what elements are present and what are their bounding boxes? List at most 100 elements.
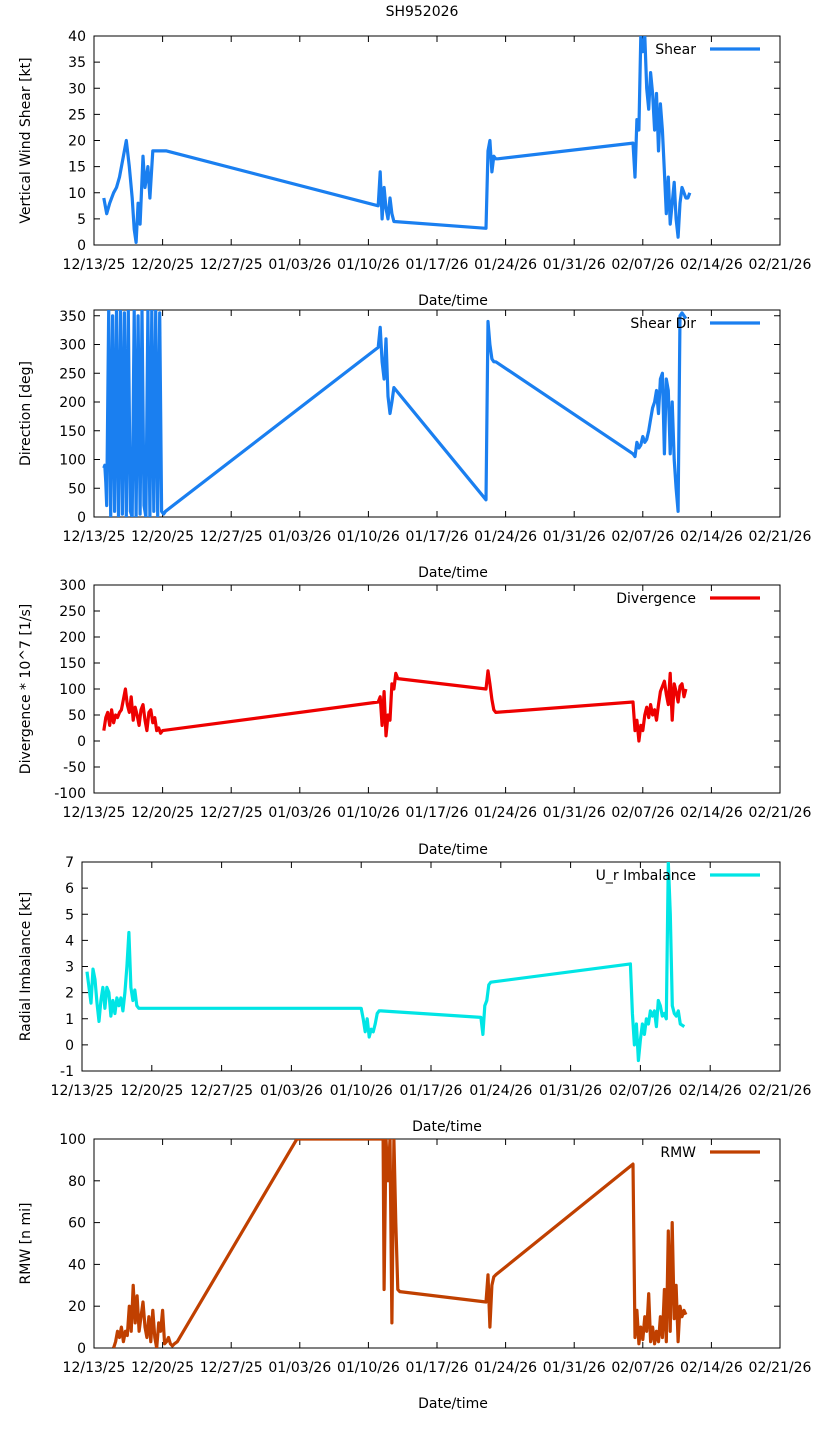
y-tick-label: 100 (59, 1132, 86, 1148)
x-tick-label: 12/20/25 (120, 1083, 183, 1099)
series-line-imbalance (85, 862, 686, 1063)
y-tick-label: 4 (65, 933, 74, 949)
y-tick-label: 40 (68, 29, 86, 45)
x-tick-label: 01/17/26 (406, 1360, 469, 1376)
x-tick-label: 02/21/26 (749, 529, 812, 545)
x-tick-label: 02/21/26 (749, 257, 812, 273)
x-axis-label: Date/time (418, 1396, 488, 1412)
y-tick-label: 0 (77, 734, 86, 750)
y-tick-label: -50 (63, 760, 86, 776)
x-tick-label: 01/10/26 (337, 805, 400, 821)
y-tick-label: 200 (59, 395, 86, 411)
x-tick-label: 01/31/26 (543, 805, 606, 821)
y-tick-label: 60 (68, 1216, 86, 1232)
x-tick-label: 12/27/25 (200, 257, 263, 273)
y-tick-label: 1 (65, 1012, 74, 1028)
x-tick-label: 01/31/26 (543, 257, 606, 273)
x-tick-label: 12/20/25 (131, 529, 194, 545)
y-tick-label: 150 (59, 656, 86, 672)
y-tick-label: 0 (65, 1038, 74, 1054)
y-axis-label: Radial Imbalance [kt] (18, 892, 34, 1042)
x-tick-label: 02/14/26 (680, 1360, 743, 1376)
y-tick-label: -100 (54, 786, 86, 802)
x-tick-label: 01/24/26 (474, 805, 537, 821)
y-tick-label: -1 (60, 1064, 74, 1080)
y-tick-label: 2 (65, 986, 74, 1002)
y-tick-label: 0 (77, 238, 86, 254)
x-tick-label: 02/21/26 (749, 1360, 812, 1376)
x-tick-label: 01/03/26 (268, 805, 331, 821)
x-tick-label: 01/17/26 (406, 805, 469, 821)
chart-direction: 0 50 100 150 200 250 300 350 12/13/25 12/20/25 12/… (18, 309, 812, 581)
x-tick-label: 01/10/26 (337, 257, 400, 273)
x-tick-label: 01/17/26 (406, 257, 469, 273)
legend-label: Divergence (616, 591, 696, 607)
y-tick-label: 250 (59, 366, 86, 382)
y-tick-label: 200 (59, 630, 86, 646)
x-tick-label: 02/07/26 (609, 1083, 672, 1099)
x-tick-label: 12/27/25 (200, 805, 263, 821)
chart-divergence: -100 -50 0 50 100 150 200 250 300 12/13/25 12/20/2… (18, 578, 812, 858)
chart-shear: 0 5 10 15 20 25 30 35 40 12/13/25 12/20/25 12/27/25… (18, 29, 812, 309)
x-tick-label: 01/24/26 (474, 257, 537, 273)
x-tick-label: 01/10/26 (337, 1360, 400, 1376)
y-tick-label: 5 (65, 907, 74, 923)
y-tick-label: 350 (59, 309, 86, 325)
y-tick-label: 100 (59, 453, 86, 469)
y-tick-label: 300 (59, 578, 86, 594)
x-tick-label: 02/14/26 (679, 1083, 742, 1099)
x-tick-label: 01/10/26 (330, 1083, 393, 1099)
x-tick-label: 02/07/26 (611, 805, 674, 821)
y-axis-label: Divergence * 10^7 [1/s] (18, 604, 34, 774)
x-tick-label: 02/21/26 (749, 1083, 812, 1099)
y-tick-label: 5 (77, 212, 86, 228)
y-tick-label: 0 (77, 510, 86, 526)
x-tick-label: 02/07/26 (611, 1360, 674, 1376)
y-tick-label: 50 (68, 481, 86, 497)
x-tick-label: 12/20/25 (131, 805, 194, 821)
y-tick-label: 10 (68, 186, 86, 202)
y-tick-label: 80 (68, 1174, 86, 1190)
figure-title: SH952026 (386, 4, 459, 20)
x-tick-label: 02/07/26 (611, 529, 674, 545)
y-tick-label: 3 (65, 960, 74, 976)
y-tick-label: 40 (68, 1257, 86, 1273)
x-tick-label: 12/13/25 (63, 529, 126, 545)
x-tick-label: 12/20/25 (131, 257, 194, 273)
x-tick-label: 12/13/25 (63, 257, 126, 273)
y-tick-label: 15 (68, 160, 86, 176)
x-tick-label: 01/31/26 (539, 1083, 602, 1099)
y-axis-label: Vertical Wind Shear [kt] (18, 57, 34, 223)
x-axis-label: Date/time (418, 565, 488, 581)
x-tick-label: 02/07/26 (611, 257, 674, 273)
x-tick-label: 02/14/26 (680, 529, 743, 545)
x-tick-label: 01/03/26 (268, 257, 331, 273)
legend-label: Shear Dir (630, 316, 696, 332)
x-tick-label: 02/21/26 (749, 805, 812, 821)
x-tick-label: 01/17/26 (400, 1083, 463, 1099)
y-axis-label: RMW [n mi] (18, 1203, 34, 1285)
plot-frame (81, 861, 781, 1072)
y-tick-label: 20 (68, 1299, 86, 1315)
y-tick-label: 6 (65, 881, 74, 897)
y-tick-label: 35 (68, 55, 86, 71)
x-tick-label: 12/27/25 (190, 1083, 253, 1099)
x-tick-label: 01/31/26 (543, 529, 606, 545)
x-tick-label: 12/27/25 (200, 529, 263, 545)
x-tick-label: 12/13/25 (63, 805, 126, 821)
x-tick-label: 01/17/26 (406, 529, 469, 545)
y-axis-label: Direction [deg] (18, 361, 34, 466)
y-tick-label: 7 (65, 855, 74, 871)
x-tick-label: 12/13/25 (63, 1360, 126, 1376)
series-line-divergence (102, 669, 688, 743)
x-tick-label: 01/24/26 (469, 1083, 532, 1099)
y-tick-label: 300 (59, 338, 86, 354)
x-tick-label: 12/27/25 (200, 1360, 263, 1376)
legend-label: RMW (660, 1145, 696, 1161)
x-axis-label: Date/time (418, 842, 488, 858)
x-tick-label: 12/20/25 (131, 1360, 194, 1376)
y-tick-label: 30 (68, 81, 86, 97)
chart-imbalance: -1 0 1 2 3 4 5 6 7 12/13/25 12/20/25 12/27/25 01/03/… (18, 855, 812, 1135)
